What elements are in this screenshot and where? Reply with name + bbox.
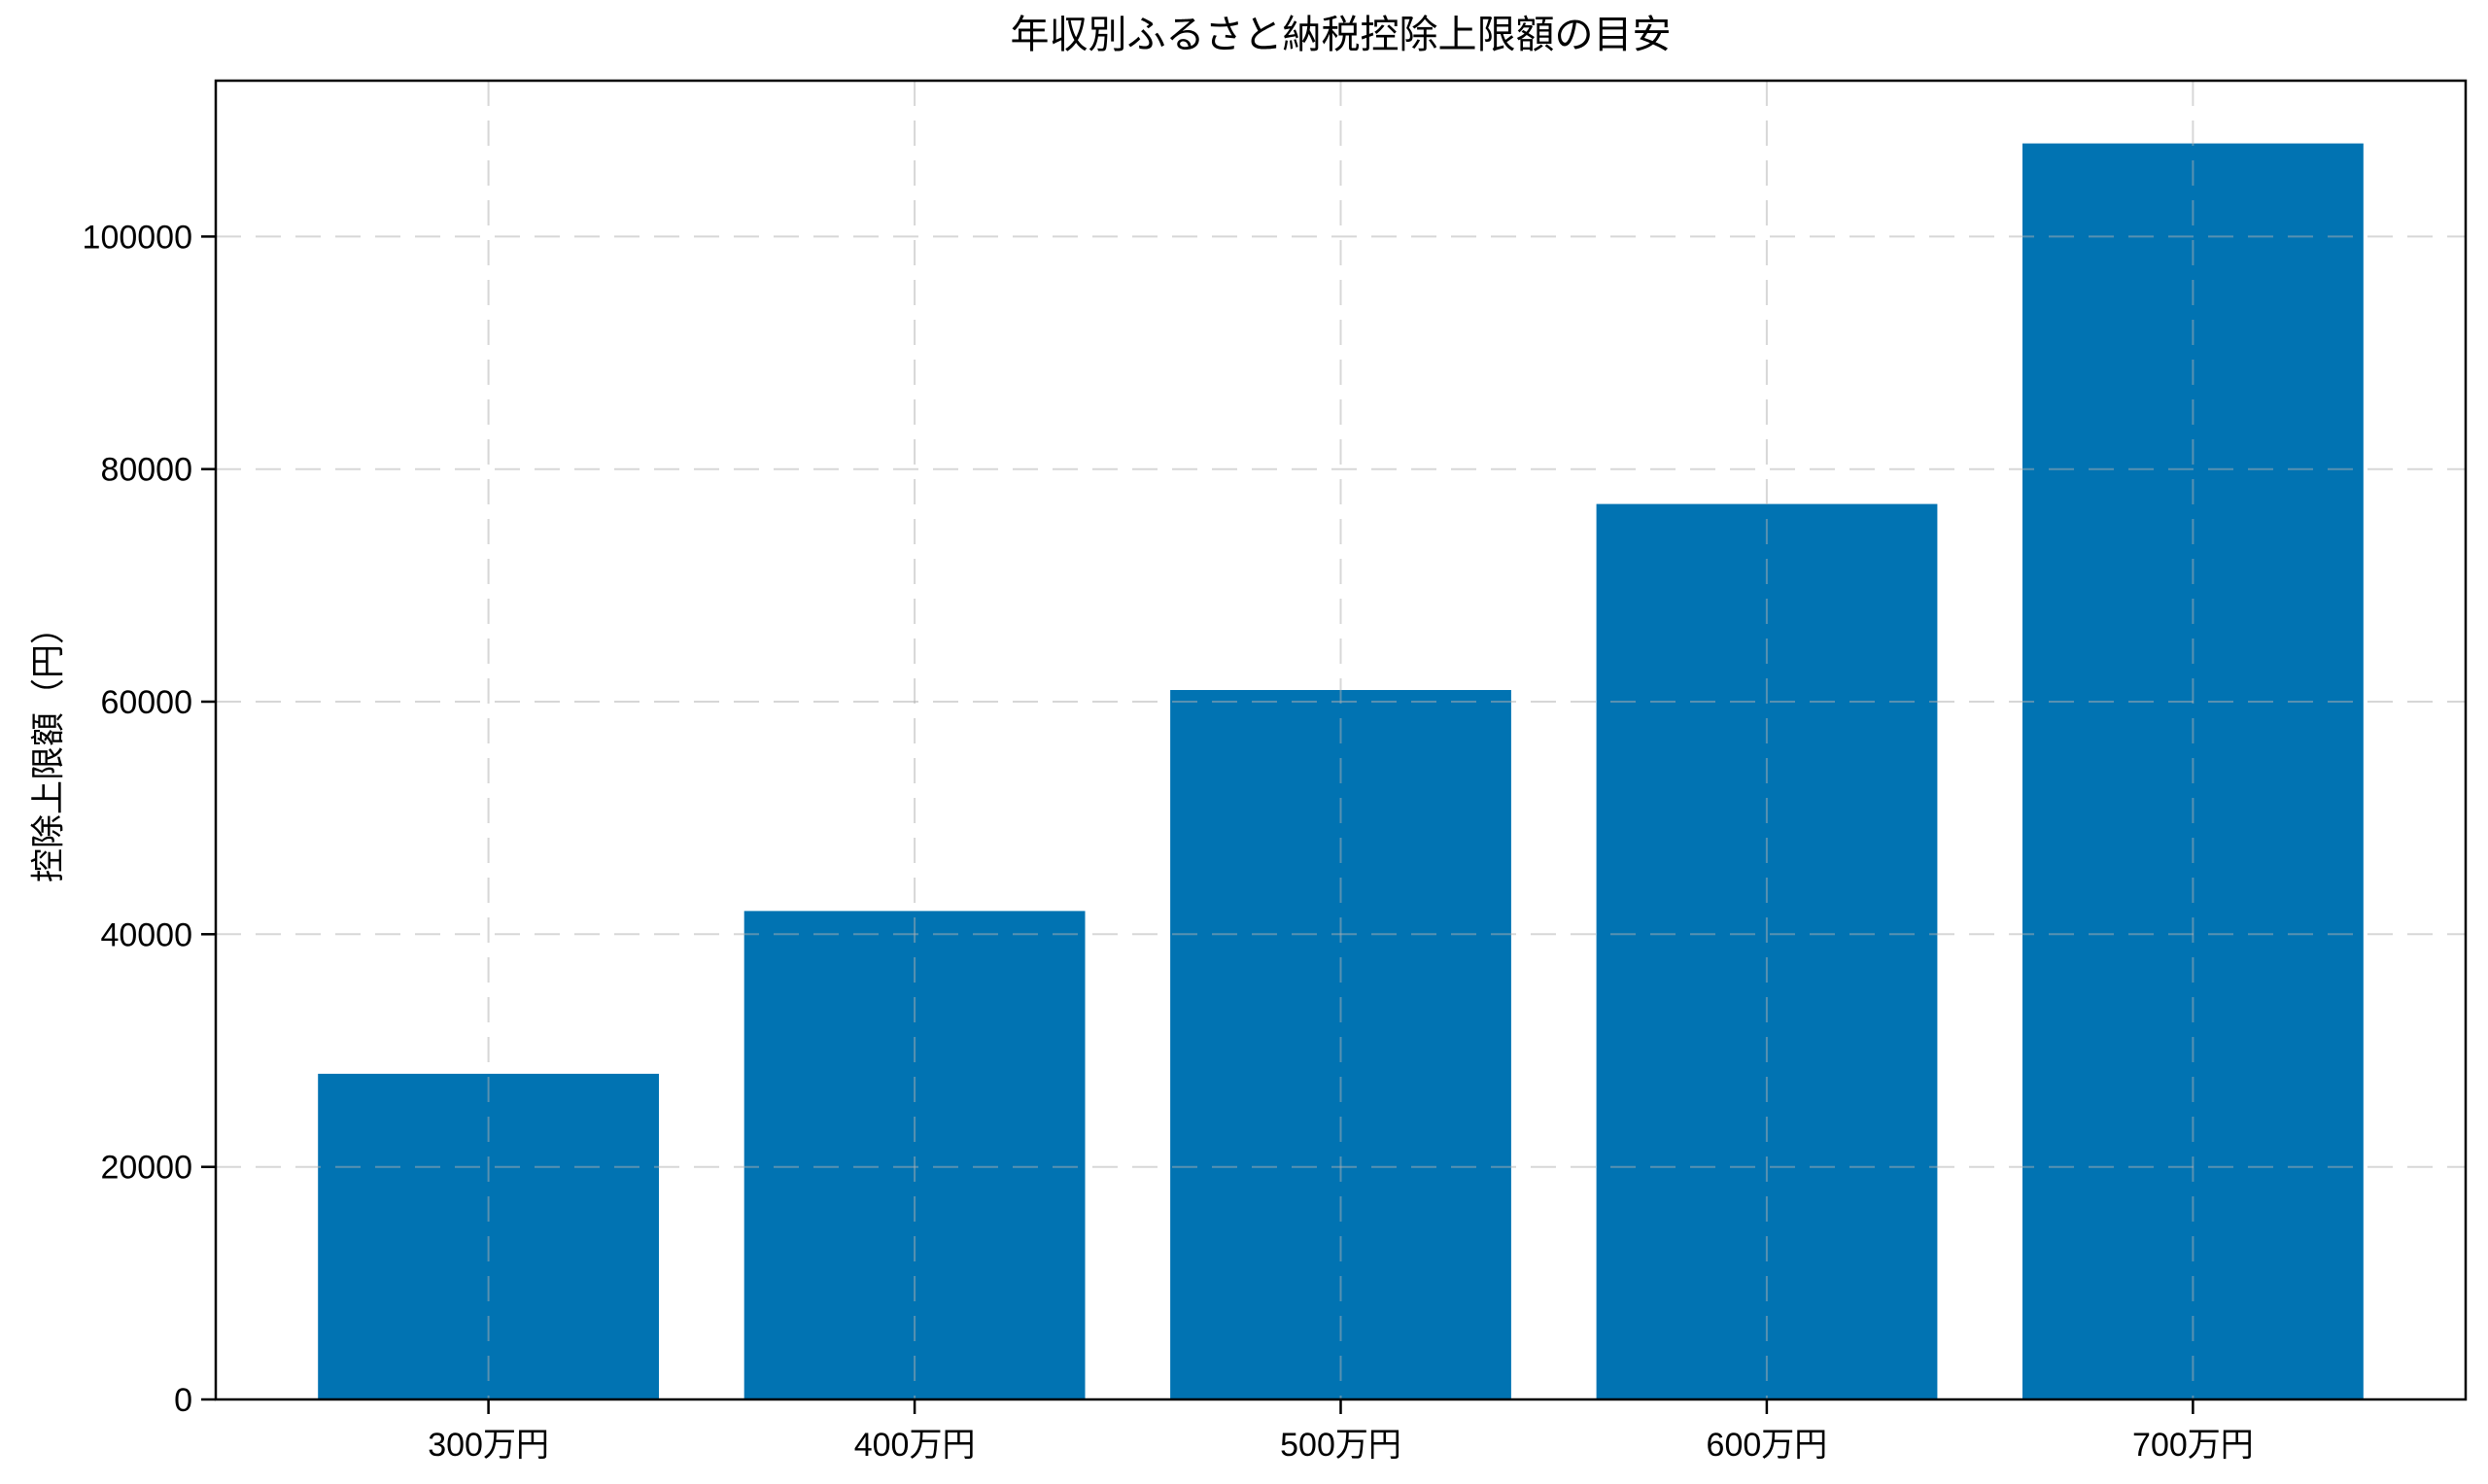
y-tick-label: 0: [174, 1382, 192, 1419]
y-tick-label: 40000: [100, 916, 192, 953]
x-tick-label: 400万円: [854, 1427, 976, 1464]
bar-600万円: [1596, 503, 1938, 1399]
x-tick-label: 300万円: [428, 1427, 549, 1464]
x-tick-label: 600万円: [1707, 1427, 1828, 1464]
x-tick-label: 500万円: [1280, 1427, 1401, 1464]
y-tick-label: 80000: [100, 452, 192, 489]
x-tick-label: 700万円: [2132, 1427, 2254, 1464]
chart-title: 年収別ふるさと納税控除上限額の目安: [1010, 14, 1672, 56]
y-tick-label: 100000: [83, 219, 192, 256]
y-tick-label: 60000: [100, 684, 192, 721]
y-tick-label: 20000: [100, 1150, 192, 1187]
